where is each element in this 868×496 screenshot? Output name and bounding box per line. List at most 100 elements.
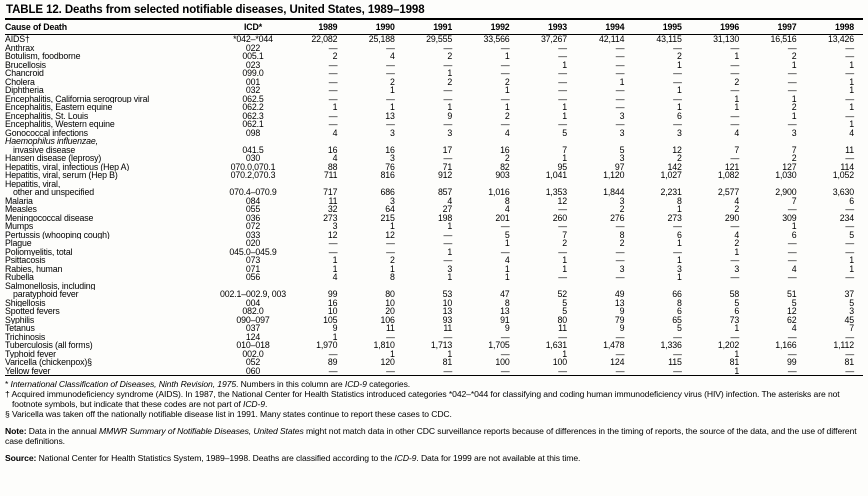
value-cell: 1,713 [430,341,453,350]
value-cell: 88 [327,162,338,171]
icd-cell: 041.5 [242,145,264,154]
value-cell: — [615,366,625,376]
value-cell: 2 [390,256,395,265]
table-row: Encephalitis, Western equine 062.1 — — — — — — —… [5,120,863,129]
value-cell: 13 [385,111,395,120]
col-header-icd: ICD* [217,20,289,35]
value-cell: — [673,247,682,256]
value-cell [576,282,633,291]
table-row: Chancroid 099.0 — — 1 — — — — — — — [5,69,863,78]
value-cell: 5 [734,298,740,307]
value-cell [519,137,576,146]
value-cell: 7 [734,145,740,154]
value-cell: — [500,120,510,129]
value-cell: — [730,273,740,282]
value-cell: 10 [385,298,395,307]
text-segment: MMWR Summary of Notifiable Diseases, Uni… [99,426,304,436]
cause-cell: Rubella [5,273,34,282]
value-cell: — [787,120,797,129]
value-cell: — [787,247,797,256]
col-header-1994: 1994 [575,20,634,35]
value-cell: — [386,120,395,129]
value-cell [404,180,461,189]
value-cell: 5 [791,298,797,307]
value-cell: 9 [332,324,338,333]
value-cell: — [673,69,682,78]
cause-cell: Plague [5,239,32,248]
value-cell: — [615,103,625,112]
icd-cell: 082.0 [242,307,264,316]
value-cell: 1,202 [717,341,740,350]
value-cell: 11 [385,324,395,333]
value-cell: 1 [791,111,797,120]
col-header-1997: 1997 [748,20,806,35]
icd-cell: 032 [245,86,261,95]
value-cell: 2 [619,239,625,248]
value-cell: — [615,52,625,61]
value-cell: 5 [849,230,854,239]
value-cell: 3 [619,128,625,137]
value-cell: 32 [327,205,338,214]
value-cell: 2 [791,52,797,61]
value-cell: 1 [390,86,395,95]
value-cell: 3 [390,128,395,137]
value-cell: 4 [332,273,338,282]
icd-cell: 084 [245,196,261,205]
footnote: † Acquired immunodeficiency syndrome (AI… [5,389,863,409]
value-cell: 80 [557,315,567,324]
value-cell: — [730,154,740,163]
cause-cell: Tuberculosis (all forms) [5,341,93,350]
value-cell: — [673,94,682,103]
value-cell: 114 [840,162,854,171]
value-cell: 142 [667,162,682,171]
value-cell: 6 [849,196,854,205]
value-cell: 273 [667,213,682,222]
value-cell: 65 [672,315,682,324]
value-cell: — [787,366,797,376]
value-cell: 2 [619,205,625,214]
value-cell: 22,082 [311,34,338,44]
value-cell: 11 [845,145,854,154]
value-cell [461,137,518,146]
value-cell: — [615,69,625,78]
value-cell: 4 [332,128,338,137]
value-cell: 4 [791,264,797,273]
cause-cell: Rabies, human [5,264,63,273]
value-cell: 4 [849,128,854,137]
value-cell: 89 [327,358,338,367]
cause-cell: Syphilis [5,315,35,324]
value-cell: — [558,69,567,78]
value-cell: 11 [558,324,567,333]
table-row: Hansen disease (leprosy) 030 4 3 — 2 1 3 2 — 2 — [5,154,863,163]
header-row: Cause of Death ICD* 1989 1990 1991 1992 … [5,20,863,35]
value-cell: — [443,256,453,265]
table-row: Diphtheria 032 — 1 — 1 — — 1 — — 1 [5,86,863,95]
icd-cell: 124 [245,332,261,341]
value-cell: — [787,239,797,248]
value-cell: 5 [676,324,682,333]
value-cell: 81 [729,358,740,367]
cause-cell: invasive disease [13,145,76,154]
value-cell: 1,082 [717,171,740,180]
cause-cell: Tetanus [5,324,35,333]
value-cell: 1 [390,349,395,358]
value-cell: 1 [332,264,338,273]
table-row: AIDS† *042–*044 22,082 25,188 29,555 33,566 37… [5,35,863,44]
value-cell: 11 [443,324,453,333]
icd-cell: 005.1 [242,52,264,61]
value-cell: 1 [447,247,453,256]
value-cell: — [386,43,395,52]
value-cell [806,180,863,189]
cause-cell: Poliomyelitis, total [5,247,73,256]
cause-cell: Gonococcal infections [5,128,88,137]
value-cell: 276 [610,213,625,222]
col-header-cause: Cause of Death [5,20,217,35]
value-cell: — [845,222,854,231]
value-cell: 2 [562,239,567,248]
icd-cell: 045.0–045.9 [229,247,277,256]
value-cell: 1 [849,256,854,265]
value-cell: 8 [390,273,395,282]
table-row: Botulism, foodborne 005.1 2 4 2 1 — — 2 1 2 — [5,52,863,61]
cause-cell: Diphtheria [5,86,44,95]
value-cell: 5 [619,145,625,154]
